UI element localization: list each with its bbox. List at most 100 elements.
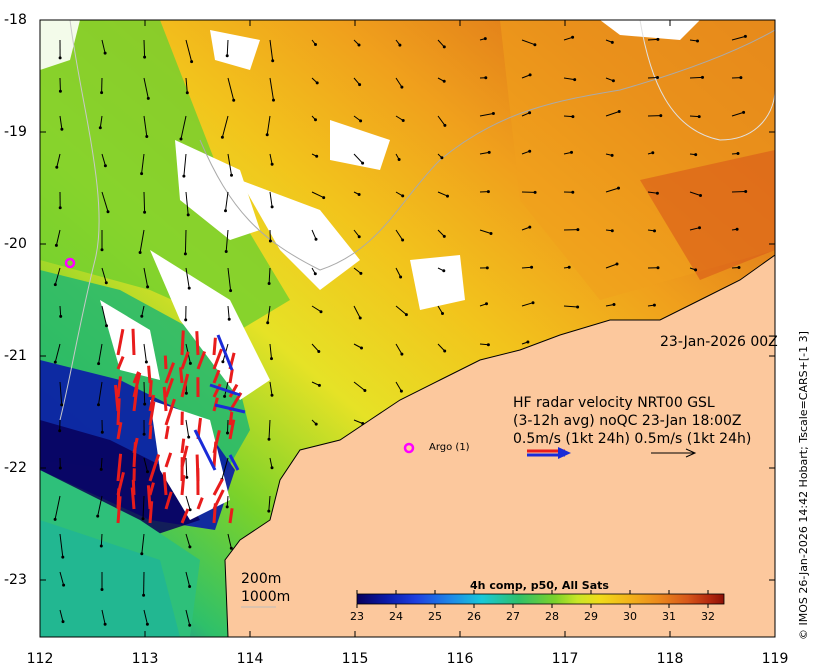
current-arrow <box>185 419 190 438</box>
current-arrow-head <box>443 123 447 127</box>
hf-vector <box>116 453 123 482</box>
current-arrow <box>143 191 146 213</box>
current-arrow-head <box>699 194 702 197</box>
current-arrow-head <box>186 213 190 217</box>
hf-vector-blue <box>216 334 234 371</box>
current-arrow-head <box>442 269 446 273</box>
hf-vector <box>164 377 175 398</box>
current-arrow-head <box>99 544 103 548</box>
current-arrow-head <box>655 191 659 195</box>
current-arrow <box>101 267 107 283</box>
hf-vector <box>116 398 121 426</box>
current-arrow-head <box>53 283 57 287</box>
argo-marker-legend <box>403 442 415 454</box>
current-arrow <box>59 533 64 558</box>
current-arrow-head <box>652 303 656 307</box>
hf-vector-blue <box>228 454 240 471</box>
current-arrow-head <box>185 91 189 95</box>
current-arrow <box>731 191 746 193</box>
current-arrow-head <box>146 96 150 100</box>
current-arrow <box>141 153 145 174</box>
current-arrow-head <box>270 393 274 397</box>
hf-vector <box>146 485 152 510</box>
current-arrow <box>605 111 620 117</box>
axis-ticks <box>39 19 776 637</box>
current-arrow-head <box>226 431 229 435</box>
current-arrow <box>311 191 324 199</box>
current-arrow-head <box>489 232 493 235</box>
current-arrow-head <box>446 194 449 198</box>
hf-legend-arrow-black <box>651 448 697 458</box>
current-arrow <box>479 229 492 234</box>
current-arrow-head <box>188 545 192 549</box>
hf-vector <box>228 369 234 384</box>
hf-vector <box>148 454 161 482</box>
current-arrow <box>143 77 149 99</box>
current-arrow <box>97 495 103 517</box>
current-arrow-head <box>314 422 318 426</box>
current-arrow <box>185 533 191 548</box>
hf-vector <box>164 398 176 426</box>
current-arrow-head <box>142 432 146 436</box>
current-arrow <box>353 153 363 164</box>
current-arrow <box>437 191 448 197</box>
lon-tick: 115 <box>341 651 369 667</box>
current-arrow-head <box>271 59 275 63</box>
current-arrow <box>266 115 271 135</box>
hf-vector <box>132 371 140 384</box>
current-arrow-head <box>397 158 401 161</box>
current-arrow-head <box>743 34 747 38</box>
lat-tick: -20 <box>4 236 27 252</box>
current-arrow-head <box>571 115 575 119</box>
current-arrow-head <box>398 43 402 47</box>
current-arrow-head <box>612 303 616 306</box>
current-arrow <box>227 267 232 291</box>
current-arrow <box>395 343 403 355</box>
colorbar-tick: 29 <box>584 610 598 623</box>
current-arrow <box>101 153 106 166</box>
current-arrow <box>142 495 145 519</box>
current-arrow <box>731 111 744 117</box>
current-arrow-head <box>266 321 270 325</box>
current-arrow-head <box>610 40 614 44</box>
current-vectors <box>53 34 748 627</box>
current-arrow-head <box>742 110 746 114</box>
current-arrow-head <box>317 350 321 353</box>
current-arrow-head <box>99 467 103 471</box>
current-arrow-head <box>103 51 107 55</box>
current-arrow-head <box>314 237 318 241</box>
current-arrow-head <box>739 76 743 80</box>
current-arrow <box>143 457 148 472</box>
current-arrow <box>563 77 575 81</box>
hf-vector <box>148 482 155 496</box>
current-arrow <box>395 305 407 315</box>
hf-vector <box>212 503 217 524</box>
hf-radar-subtitle: (3-12h avg) noQC 23-Jan 18:00Z <box>513 413 742 429</box>
hf-vector <box>180 330 185 356</box>
current-arrow <box>227 77 235 101</box>
current-arrow-head <box>146 285 150 289</box>
current-arrow <box>185 77 188 93</box>
current-arrow-head <box>268 239 272 243</box>
current-arrow <box>563 305 578 308</box>
current-arrow-head <box>656 37 660 41</box>
current-arrow <box>267 305 271 323</box>
current-arrow-head <box>651 151 655 155</box>
current-arrow <box>268 267 271 284</box>
current-arrow <box>647 77 658 79</box>
current-arrow-head <box>319 310 323 314</box>
current-arrow <box>185 267 190 289</box>
current-arrow-head <box>359 271 363 275</box>
current-arrow-head <box>314 43 317 46</box>
current-arrow <box>98 343 103 364</box>
hf-vector <box>196 497 204 510</box>
current-arrow-head <box>443 349 447 353</box>
current-arrow-head <box>737 266 741 269</box>
current-arrow-head <box>105 324 108 328</box>
current-arrow-head <box>227 317 231 321</box>
hf-vector <box>212 369 221 384</box>
current-arrow-head <box>358 316 362 320</box>
current-arrow-head <box>141 517 145 521</box>
current-arrow <box>689 191 701 196</box>
current-arrow <box>100 457 103 470</box>
